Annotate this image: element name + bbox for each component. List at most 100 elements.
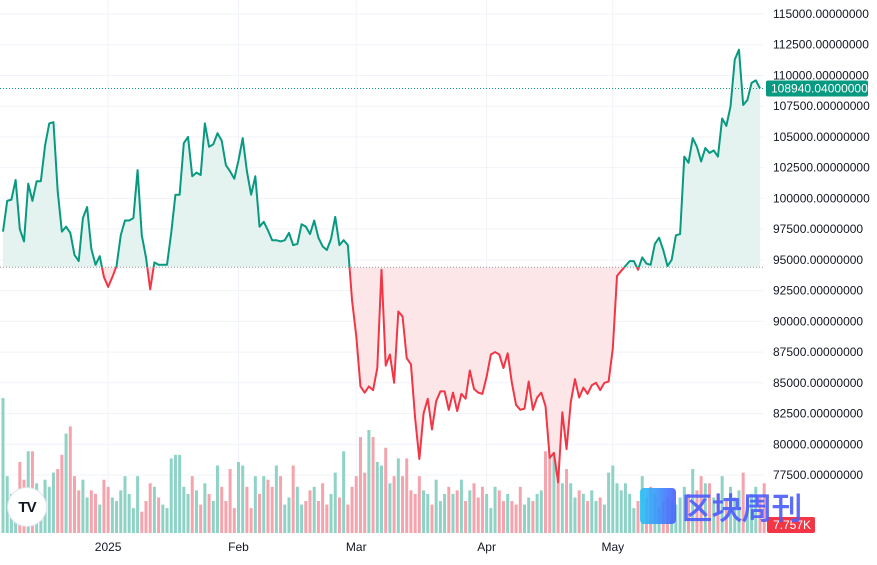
volume-bar <box>573 497 577 533</box>
volume-bar <box>607 472 611 533</box>
volume-bar <box>5 476 9 533</box>
volume-bar <box>199 504 203 533</box>
volume-bar <box>384 447 388 533</box>
volume-bar <box>691 469 695 533</box>
volume-bar <box>754 486 758 533</box>
tradingview-logo[interactable]: TV <box>8 488 46 526</box>
volume-bar <box>72 476 76 533</box>
volume-bar <box>762 483 766 533</box>
volume-bar <box>85 497 89 533</box>
volume-bar <box>249 508 253 533</box>
volume-bar <box>241 465 245 533</box>
volume-bar <box>127 493 131 533</box>
volume-bar <box>577 490 581 533</box>
volume-bar <box>194 490 198 533</box>
volume-bar <box>367 429 371 533</box>
x-tick-label: 2025 <box>95 540 122 554</box>
volume-bar <box>636 501 640 533</box>
y-tick-label: 80000.00000000 <box>773 437 863 451</box>
volume-bar <box>279 476 283 533</box>
volume-bar <box>581 493 585 533</box>
volume-bar <box>81 479 85 533</box>
volume-bar <box>598 497 602 533</box>
volume-bar <box>182 486 186 533</box>
volume-bar <box>224 501 228 533</box>
volume-bar <box>745 497 749 533</box>
volume-bar <box>131 508 135 533</box>
volume-bar <box>350 486 354 533</box>
volume-bar <box>266 479 270 533</box>
volume-bar <box>514 504 518 533</box>
volume-bar <box>548 422 552 533</box>
volume-bar <box>733 497 737 533</box>
volume-bar <box>237 461 241 533</box>
x-tick-label: Mar <box>346 540 367 554</box>
volume-bar <box>312 486 316 533</box>
y-tick-label: 100000.00000000 <box>773 191 870 205</box>
volume-bar <box>527 497 531 533</box>
volume-bar <box>489 508 493 533</box>
volume-badge: 7.757K <box>767 517 815 533</box>
x-tick-label: Apr <box>477 540 496 554</box>
volume-bar <box>455 490 459 533</box>
volume-bar <box>687 493 691 533</box>
last-price-badge-box <box>766 80 868 97</box>
time-axis[interactable]: 2025 Feb Mar Apr May <box>95 540 624 554</box>
volume-bar <box>708 483 712 533</box>
y-tick-label: 95000.00000000 <box>773 253 863 267</box>
volume-bar <box>157 497 161 533</box>
watermark-icon <box>640 488 676 524</box>
volume-bar <box>724 501 728 533</box>
volume-bar <box>472 483 476 533</box>
volume-bar <box>245 486 249 533</box>
volume-bar <box>632 508 636 533</box>
volume-bar <box>102 479 106 533</box>
volume-bar <box>434 479 438 533</box>
volume-bar <box>493 486 497 533</box>
volume-bar <box>253 476 257 533</box>
volume-bar <box>405 458 409 533</box>
volume-bar <box>56 469 60 533</box>
volume-bar <box>110 497 114 533</box>
volume-bar <box>611 465 615 533</box>
volume-bar <box>388 483 392 533</box>
volume-bar <box>215 465 219 533</box>
volume-bar <box>750 493 754 533</box>
volume-bar <box>119 490 123 533</box>
volume-bar <box>274 465 278 533</box>
price-axis[interactable]: 115000.00000000 112500.00000000 110000.000… <box>773 7 870 482</box>
volume-bar <box>115 501 119 533</box>
volume-bar <box>602 504 606 533</box>
volume-bar <box>565 469 569 533</box>
last-price-badge-text: 108940.04000000 <box>771 81 868 95</box>
volume-bar <box>304 501 308 533</box>
volume-bar <box>136 476 140 533</box>
volume-bar <box>178 454 182 533</box>
volume-bar <box>316 501 320 533</box>
volume-bar <box>544 451 548 533</box>
volume-bar <box>426 493 430 533</box>
volume-bar <box>98 504 102 533</box>
volume-bar <box>211 501 215 533</box>
volume-bar <box>363 472 367 533</box>
volume-bar <box>186 493 190 533</box>
volume-bar <box>354 476 358 533</box>
price-line <box>2 48 761 484</box>
volume-bar <box>165 508 169 533</box>
watermark-text: 区块周刊 <box>682 492 802 527</box>
volume-bar <box>140 511 144 533</box>
volume-bar <box>535 493 539 533</box>
volume-bar <box>123 476 127 533</box>
price-line-down <box>100 267 640 484</box>
volume-bar <box>207 493 211 533</box>
volume-bar <box>430 504 434 533</box>
volume-bar <box>480 486 484 533</box>
volume-bar <box>321 483 325 533</box>
volume-bar <box>358 437 362 533</box>
volume-bar <box>712 497 716 533</box>
volume-bar <box>300 504 304 533</box>
volume-bar <box>392 476 396 533</box>
volume-bar <box>173 454 177 533</box>
volume-bar <box>531 501 535 533</box>
